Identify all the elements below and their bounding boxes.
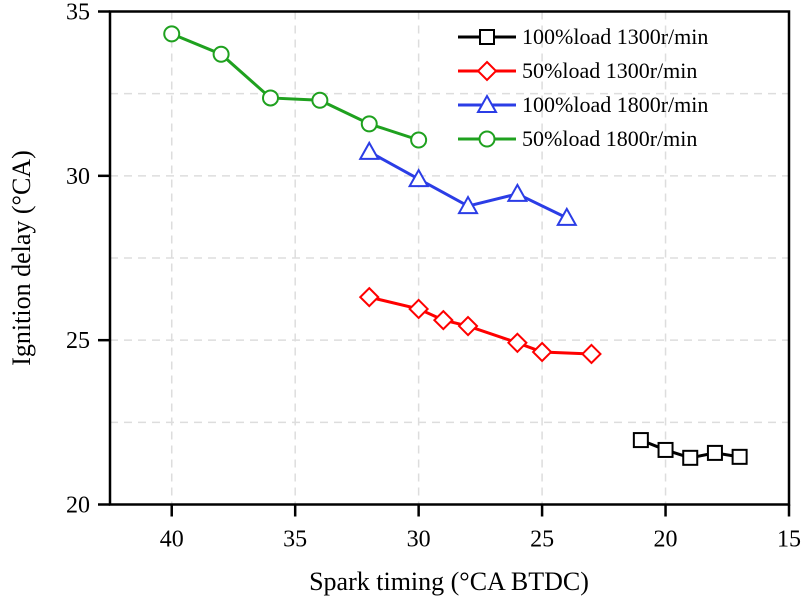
data-point-diamond [408, 298, 430, 320]
x-tick-label: 20 [654, 527, 678, 553]
data-point-circle [212, 45, 230, 63]
series-0 [632, 432, 748, 466]
series-1 [358, 286, 602, 365]
legend-item: 100%load 1300r/min [458, 24, 708, 49]
data-point-diamond [581, 343, 602, 365]
data-point-triangle [457, 195, 479, 215]
data-point-triangle [358, 140, 380, 160]
ticks: 40 35 30 25 20 15 20 25 30 35 [66, 0, 801, 553]
data-point-diamond [476, 60, 498, 82]
y-tick-label: 20 [66, 493, 90, 519]
data-point-square [682, 449, 699, 466]
data-point-square [706, 444, 723, 461]
data-point-diamond [531, 341, 553, 363]
legend: 100%load 1300r/min 50%load 1300r/min 100%l… [458, 24, 708, 151]
data-point-circle [410, 131, 428, 149]
data-point-circle [261, 89, 279, 107]
data-point-circle [478, 130, 496, 148]
data-point-square [657, 441, 674, 458]
data-point-diamond [457, 315, 479, 337]
x-tick-label: 40 [160, 527, 184, 553]
data-point-circle [311, 91, 329, 109]
series-line [368, 295, 592, 356]
plot-frame [108, 10, 791, 506]
legend-label: 100%load 1300r/min [522, 24, 708, 49]
x-tick-label: 15 [777, 527, 801, 553]
data-point-triangle [556, 206, 578, 226]
series-line [171, 32, 420, 142]
data-point-circle [163, 25, 181, 43]
data-point-triangle [476, 93, 498, 113]
legend-label: 50%load 1300r/min [522, 58, 697, 83]
series-layer [163, 25, 748, 466]
data-point-diamond [432, 309, 454, 331]
x-tick-label: 30 [407, 527, 431, 553]
y-tick-label: 25 [66, 328, 90, 354]
data-point-triangle [506, 182, 529, 202]
legend-item: 100%load 1800r/min [458, 92, 708, 117]
data-point-triangle [407, 168, 430, 188]
series-2 [358, 140, 578, 226]
data-point-square [632, 432, 649, 449]
x-tick-label: 25 [530, 527, 554, 553]
legend-label: 50%load 1800r/min [522, 126, 697, 151]
x-axis-label: Spark timing (°CA BTDC) [309, 567, 589, 596]
data-point-diamond [358, 286, 380, 308]
grid [110, 11, 789, 505]
legend-item: 50%load 1300r/min [458, 58, 697, 83]
y-tick-label: 35 [66, 0, 90, 26]
data-point-circle [360, 115, 378, 133]
data-point-diamond [506, 332, 528, 354]
data-point-square [731, 448, 748, 465]
y-tick-label: 30 [66, 164, 90, 190]
x-tick-label: 35 [283, 527, 307, 553]
series-3 [163, 25, 428, 149]
legend-item: 50%load 1800r/min [458, 126, 697, 151]
y-axis-label: Ignition delay (°CA) [7, 150, 36, 365]
legend-label: 100%load 1800r/min [522, 92, 708, 117]
data-point-square [479, 29, 495, 45]
